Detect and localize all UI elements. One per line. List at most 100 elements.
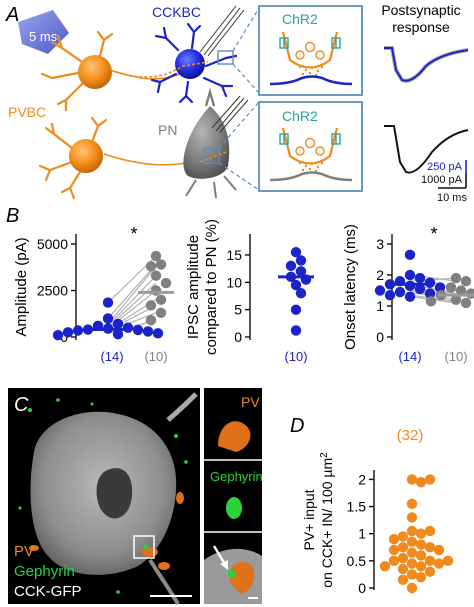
data-point: [424, 288, 436, 299]
data-point: [450, 294, 462, 305]
pair-line: [107, 264, 157, 319]
d-data-point: [397, 552, 409, 564]
synapse-inset-bottom: ChR2: [258, 101, 363, 192]
panel-a: A 5 ms CCKBC: [5, 2, 469, 204]
y-tick-label: 0: [376, 329, 384, 345]
response-trace-pn: [384, 125, 469, 174]
zoom-box-bottom: [203, 147, 220, 164]
legend-gephyrin: Gephyrin: [14, 563, 75, 580]
data-point: [404, 291, 416, 302]
d-data-point: [406, 547, 418, 558]
d-ylabel-line2: on CCK+ IN/ 100 µm2: [319, 452, 335, 588]
d-data-point: [397, 563, 409, 575]
d-ylabel-sup: 2: [319, 452, 330, 458]
data-point: [150, 285, 162, 296]
latency-ylabel: Onset latency (ms): [342, 224, 359, 350]
data-point: [455, 285, 467, 296]
d-data-point: [433, 558, 445, 569]
presynaptic-terminal-bottom: [281, 127, 339, 165]
data-point: [290, 304, 302, 315]
response-title-line1: Postsynaptic: [381, 2, 460, 18]
data-point: [295, 266, 307, 277]
vesicles-top: [295, 41, 325, 60]
d-ylabel-main: on CCK+ IN/ 100 µm: [319, 458, 335, 588]
d-data-point: [406, 582, 418, 594]
pair-line: [107, 265, 157, 325]
d-data-point: [388, 533, 400, 545]
chr2-label-top: ChR2: [282, 11, 318, 27]
data-point: [290, 325, 302, 336]
y-tick-label: 15: [226, 247, 242, 263]
d-data-point: [388, 555, 400, 567]
y-tick-label: 2500: [37, 283, 68, 299]
data-point: [72, 325, 84, 336]
synapse-inset-top: ChR2: [258, 5, 363, 96]
d-ylabel-line1: PV+ input: [301, 489, 317, 550]
data-point: [425, 296, 437, 307]
latency-chart: Onset latency (ms) * (14) (10) 0 1 2 3: [342, 224, 474, 364]
y-tick-label: 2: [376, 267, 384, 283]
d-data-point: [415, 550, 427, 561]
data-point: [290, 279, 302, 291]
panel-c-letter: C: [14, 394, 29, 416]
d-data-point: [415, 476, 427, 488]
legend-pv: PV: [14, 543, 34, 560]
data-point: [404, 269, 416, 281]
pvbc-axon-top: [109, 61, 209, 78]
presynaptic-terminal-top: [281, 31, 339, 69]
zoom-box-c: [133, 535, 155, 559]
ipsc-ratio-chart: IPSC amplitude compared to PN (%) (10) 0…: [185, 219, 314, 364]
data-point: [285, 260, 297, 272]
d-data-point: [388, 544, 400, 556]
d-data-point: [424, 525, 436, 537]
d-data-point: [433, 544, 445, 556]
data-point: [145, 261, 157, 272]
zoom-box-top: [217, 50, 234, 65]
data-point: [152, 328, 164, 339]
data-point: [145, 315, 157, 326]
data-point: [445, 282, 457, 293]
data-point: [62, 327, 74, 338]
d-data-point: [406, 536, 418, 548]
scale-bars: [438, 160, 467, 189]
d-data-point: [415, 539, 427, 550]
data-point: [102, 313, 114, 324]
panel-d-letter: D: [290, 415, 304, 437]
latency-n-pn: (10): [444, 349, 467, 364]
response-title-line2: response: [392, 19, 450, 35]
scale-label-blue: 250 pA: [427, 161, 463, 173]
amplitude-n-pn: (10): [144, 349, 167, 364]
d-data-point: [406, 512, 418, 523]
d-y-tick-label: 2: [358, 471, 366, 487]
d-data-point: [424, 566, 436, 577]
scale-label-black: 1000 pA: [421, 174, 463, 186]
arrowhead-icon: [220, 560, 228, 570]
data-point: [290, 247, 302, 258]
inset-pv-label: PV: [241, 394, 260, 410]
latency-n-cckbc: (14): [398, 349, 421, 364]
amplitude-significance: *: [130, 224, 137, 244]
d-data-point: [406, 525, 418, 537]
data-point: [374, 285, 386, 296]
data-point: [132, 324, 144, 336]
ipsc-ylabel-line2: compared to PN (%): [203, 219, 220, 355]
data-point: [460, 276, 472, 287]
y-tick-label: 5: [234, 302, 242, 318]
amplitude-n-cckbc: (14): [100, 349, 123, 364]
inset-gephyrin-label: Gephyrin: [210, 469, 263, 484]
latency-significance: *: [430, 224, 437, 244]
zoom-lines-top: [232, 7, 260, 94]
d-data-point: [397, 542, 409, 553]
zoom-lines-bottom: [218, 101, 260, 191]
data-point: [460, 297, 472, 309]
ipsc-ylabel-line1: IPSC amplitude: [185, 235, 202, 339]
inset-pv-signal: [218, 421, 251, 452]
data-point: [404, 249, 416, 261]
data-point: [160, 277, 172, 289]
data-point: [434, 282, 446, 293]
inset-merge-pv: [229, 561, 255, 594]
data-point: [414, 283, 426, 295]
response-trace-cckbc: [384, 46, 469, 83]
data-point: [394, 286, 406, 298]
